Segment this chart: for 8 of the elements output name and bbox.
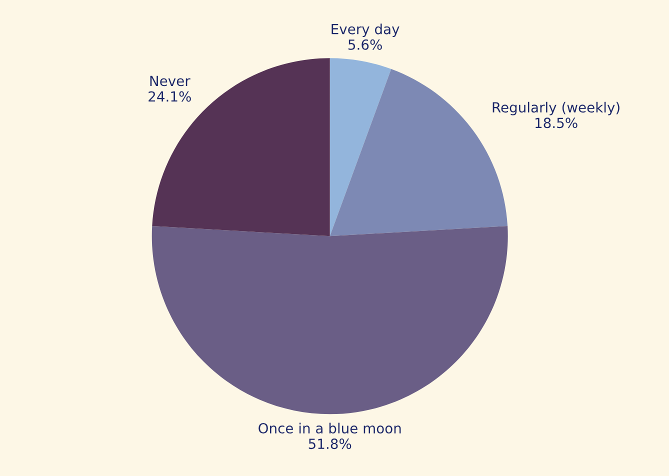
slice-label: Every day xyxy=(332,24,400,38)
data-label: 5.6% xyxy=(348,39,382,50)
slice-label: Never xyxy=(150,76,190,86)
data-label: 24.1% xyxy=(148,91,191,102)
data-label: 18.5% xyxy=(536,118,578,128)
slice-label: Regularly (weekly) xyxy=(492,102,620,116)
data-label: 51.8% xyxy=(308,438,352,450)
slice-label: Once in a blue moon xyxy=(258,422,401,434)
